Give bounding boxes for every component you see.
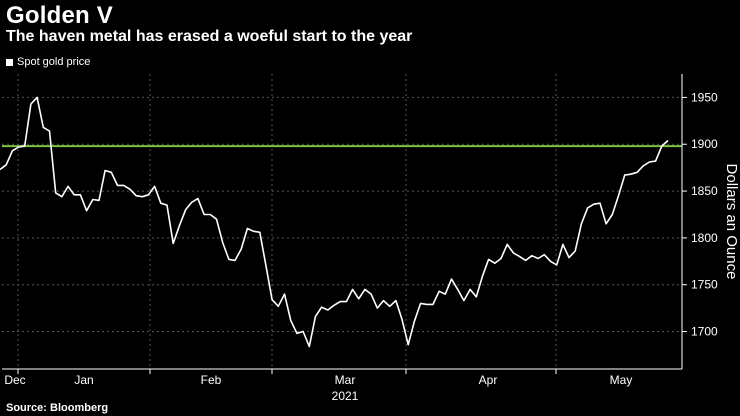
series-layer	[0, 96, 669, 348]
x-year-label: 2021	[332, 389, 359, 403]
x-tick-label-may: May	[610, 373, 633, 387]
y-tick-label-1900: 1900	[691, 137, 718, 151]
y-tick-label-1700: 1700	[691, 325, 718, 339]
x-tick-label-jan: Jan	[74, 373, 93, 387]
source-note: Source: Bloomberg	[6, 402, 109, 414]
x-tick-label-apr: Apr	[479, 373, 498, 387]
y-tick-label-1800: 1800	[691, 231, 718, 245]
legend-label: Spot gold price	[17, 56, 91, 68]
x-tick-label-mar: Mar	[335, 373, 356, 387]
legend: Spot gold price	[6, 56, 90, 68]
series-line-spot-gold-price	[0, 96, 669, 348]
y-tick-label-1850: 1850	[691, 184, 718, 198]
chart-title: Golden V	[6, 2, 113, 29]
gridlines	[2, 74, 682, 369]
chart-subtitle: The haven metal has erased a woeful star…	[6, 28, 413, 45]
x-tick-label-dec: Dec	[4, 373, 25, 387]
legend-swatch	[6, 58, 13, 66]
y-axis-label: Dollars an Ounce	[723, 164, 740, 280]
y-tick-label-1750: 1750	[691, 278, 718, 292]
x-tick-label-feb: Feb	[201, 373, 222, 387]
y-tick-label-1950: 1950	[691, 90, 718, 104]
axes: 1700 1750 1800 1850 1900 1950 Dec Jan Feb Mar Apr M…	[2, 74, 740, 403]
